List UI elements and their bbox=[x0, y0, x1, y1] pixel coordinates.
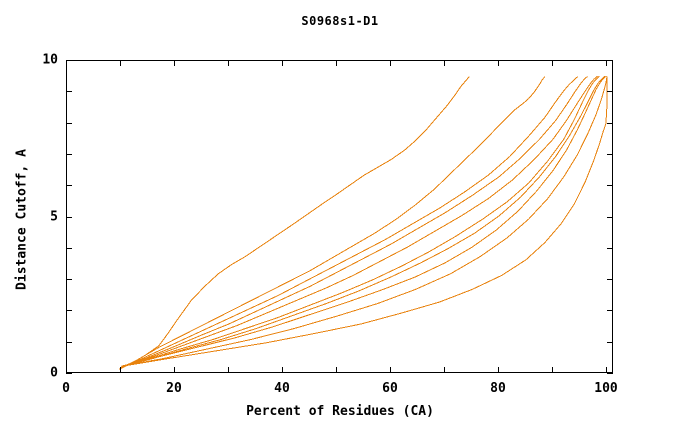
y-tick-right bbox=[607, 341, 613, 343]
series-line bbox=[120, 75, 600, 368]
y-tick-right bbox=[607, 216, 613, 218]
y-tick bbox=[66, 185, 72, 187]
series-line bbox=[121, 76, 608, 367]
y-tick bbox=[66, 279, 72, 281]
y-tick-right bbox=[607, 310, 613, 312]
x-tick-top bbox=[552, 60, 553, 66]
x-tick bbox=[174, 367, 175, 373]
x-tick-label: 80 bbox=[490, 381, 506, 396]
x-tick-label: 20 bbox=[166, 381, 182, 396]
y-tick bbox=[66, 216, 72, 218]
x-tick-top bbox=[228, 60, 229, 66]
y-tick bbox=[66, 122, 72, 124]
y-tick bbox=[66, 247, 72, 249]
x-tick bbox=[120, 367, 121, 373]
y-tick bbox=[66, 153, 72, 155]
series-line bbox=[120, 75, 606, 368]
y-tick-label: 5 bbox=[50, 209, 58, 224]
y-tick bbox=[66, 373, 72, 374]
y-tick-label: 10 bbox=[42, 52, 58, 68]
x-tick-label: 40 bbox=[274, 381, 290, 396]
x-tick bbox=[498, 367, 499, 373]
x-axis-title: Percent of Residues (CA) bbox=[246, 404, 434, 419]
x-tick bbox=[282, 367, 283, 373]
x-tick bbox=[552, 367, 553, 373]
x-tick bbox=[606, 367, 607, 373]
x-tick-top bbox=[336, 60, 337, 66]
x-tick-top bbox=[282, 60, 283, 66]
series-line bbox=[118, 76, 470, 370]
x-tick-top bbox=[498, 60, 499, 66]
y-tick-right bbox=[607, 91, 613, 93]
y-tick-right bbox=[607, 60, 613, 61]
y-tick-right bbox=[607, 122, 613, 124]
y-tick bbox=[66, 91, 72, 93]
y-tick bbox=[66, 341, 72, 343]
y-tick-right bbox=[607, 247, 613, 249]
x-tick-top bbox=[444, 60, 445, 66]
x-tick-label: 0 bbox=[62, 381, 70, 396]
x-tick-top bbox=[174, 60, 175, 66]
x-tick bbox=[444, 367, 445, 373]
x-tick-top bbox=[66, 60, 67, 66]
y-axis-title: Distance Cutoff, A bbox=[14, 149, 30, 290]
x-tick-label: 100 bbox=[594, 381, 618, 396]
series-line bbox=[121, 75, 607, 367]
series-line bbox=[119, 76, 579, 369]
y-tick-right bbox=[607, 373, 613, 374]
x-tick bbox=[66, 367, 67, 373]
plot-area bbox=[66, 60, 613, 373]
x-tick-label: 60 bbox=[382, 381, 398, 396]
x-tick bbox=[336, 367, 337, 373]
y-tick bbox=[66, 310, 72, 312]
y-tick-right bbox=[607, 153, 613, 155]
x-tick-top bbox=[606, 60, 607, 66]
x-tick bbox=[390, 367, 391, 373]
y-tick-label: 0 bbox=[50, 365, 58, 381]
y-tick bbox=[66, 60, 72, 61]
y-tick-right bbox=[607, 279, 613, 281]
series-line bbox=[120, 75, 599, 369]
x-tick bbox=[228, 367, 229, 373]
series-line bbox=[122, 76, 608, 367]
x-tick-top bbox=[120, 60, 121, 66]
y-tick-right bbox=[607, 185, 613, 187]
series-line bbox=[119, 76, 546, 370]
plot-curves bbox=[118, 75, 608, 370]
x-tick-top bbox=[390, 60, 391, 66]
page-title: S0968s1-D1 bbox=[301, 14, 379, 28]
series-line bbox=[119, 76, 588, 369]
